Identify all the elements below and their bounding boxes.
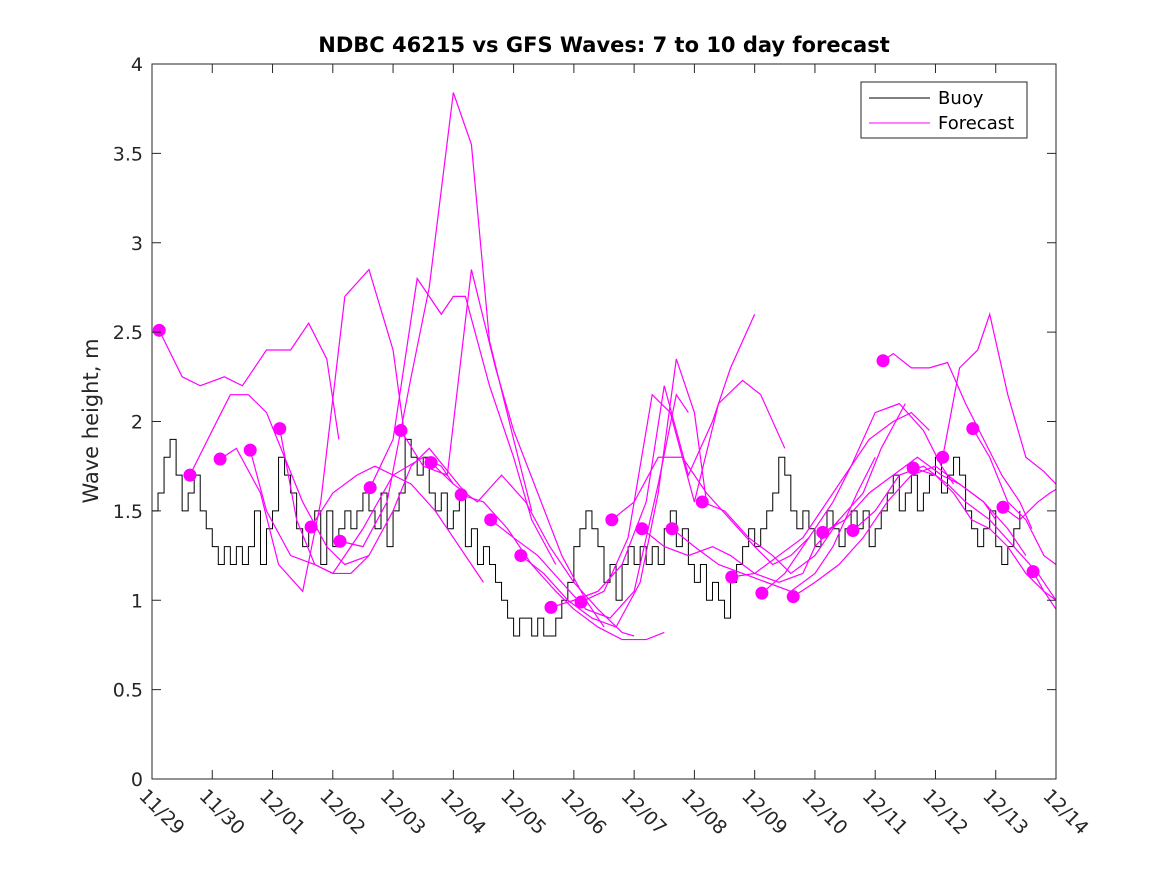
forecast-start-dot [333,534,347,548]
forecast-start-dot [605,513,619,527]
forecast-start-dot [183,468,197,482]
forecast-line-28 [1002,488,1056,521]
y-tick-label: 0 [131,769,143,791]
plot-area [152,64,1056,779]
forecast-line-10 [460,494,665,641]
forecast-start-dot [846,524,860,538]
forecast-start-dot [786,590,800,604]
y-tick-label: 4 [131,54,143,76]
forecast-start-dot [544,600,558,614]
forecast-line-26 [942,312,1056,485]
forecast-line-12 [520,358,708,628]
forecast-start-dot [665,522,679,536]
forecast-start-dot [1026,565,1040,579]
y-tick-label: 1.5 [113,501,143,523]
forecast-start-dot [394,423,408,437]
forecast-line-27 [972,428,1056,565]
y-tick-label: 0.5 [113,680,143,702]
forecast-line-22 [822,456,1027,556]
forecast-line-0 [158,322,340,440]
x-tick-label: 12/09 [737,785,791,839]
forecast-start-dot [966,422,980,436]
forecast-start-dot [514,549,528,563]
forecast-start-dot [304,520,318,534]
forecast-line-2 [219,268,406,593]
x-tick-label: 12/06 [556,785,610,839]
chart-title: NDBC 46215 vs GFS Waves: 7 to 10 day for… [318,33,889,57]
x-tick-label: 11/29 [134,785,188,839]
forecast-line-8 [400,269,605,628]
forecast-start-dot [906,461,920,475]
legend: Buoy Forecast [860,81,1028,139]
x-tick-label: 12/07 [617,785,671,839]
x-tick-label: 12/01 [255,785,309,839]
legend-box [860,81,1028,139]
legend-forecast-label: Forecast [938,113,1014,134]
forecast-line-23 [852,465,1056,601]
forecast-line-7 [369,276,557,565]
forecast-start-dot [876,354,890,368]
forecast-start-dot [454,488,468,502]
forecast-start-dot [755,586,769,600]
forecast-start-dot [273,422,287,436]
x-tick-label: 12/05 [496,785,550,839]
x-tick-label: 12/03 [376,785,430,839]
y-tick-label: 1 [131,590,143,612]
x-tick-label: 12/12 [918,785,972,839]
forecast-start-dot [574,595,588,609]
forecast-start-dot [635,522,649,536]
y-tick-label: 3 [131,233,143,255]
forecast-start-dot [484,513,498,527]
forecast-line-20 [761,402,955,594]
forecast-line-19 [731,411,930,578]
x-tick-label: 11/30 [195,785,249,839]
forecast-line-13 [550,314,756,608]
forecast-start-dot [936,450,950,464]
forecast-start-dot [996,500,1010,514]
forecast-start-dot [213,452,227,466]
x-tick-label: 12/14 [1038,785,1092,839]
forecast-line-1 [189,394,370,566]
series-layer [152,92,1056,641]
forecast-start-dot [816,525,830,539]
forecast-start-dot [424,456,438,470]
y-tick-label: 2.5 [113,322,143,344]
y-axis-label: Wave height, m [79,338,103,503]
forecast-line-18 [702,403,906,575]
forecast-line-4 [279,428,466,575]
legend-buoy-label: Buoy [938,88,984,109]
y-tick-label: 2 [131,412,143,434]
forecast-line-29 [1032,571,1056,601]
forecast-start-dot [725,570,739,584]
x-tick-label: 12/02 [315,785,369,839]
forecast-line-5 [310,465,484,583]
y-tick-label: 3.5 [113,143,143,165]
x-tick-label: 12/10 [797,785,851,839]
forecast-start-dot [363,481,377,495]
x-tick-label: 12/13 [978,785,1032,839]
x-tick-label: 12/08 [677,785,731,839]
forecast-line-25 [912,467,1056,610]
x-tick-label: 12/04 [436,785,490,839]
forecast-start-dot [243,443,257,457]
forecast-line-11 [490,393,689,619]
forecast-line-15 [611,456,810,566]
x-tick-label: 12/11 [858,785,912,839]
forecast-start-dot [695,495,709,509]
forecast-start-dot [152,323,166,337]
